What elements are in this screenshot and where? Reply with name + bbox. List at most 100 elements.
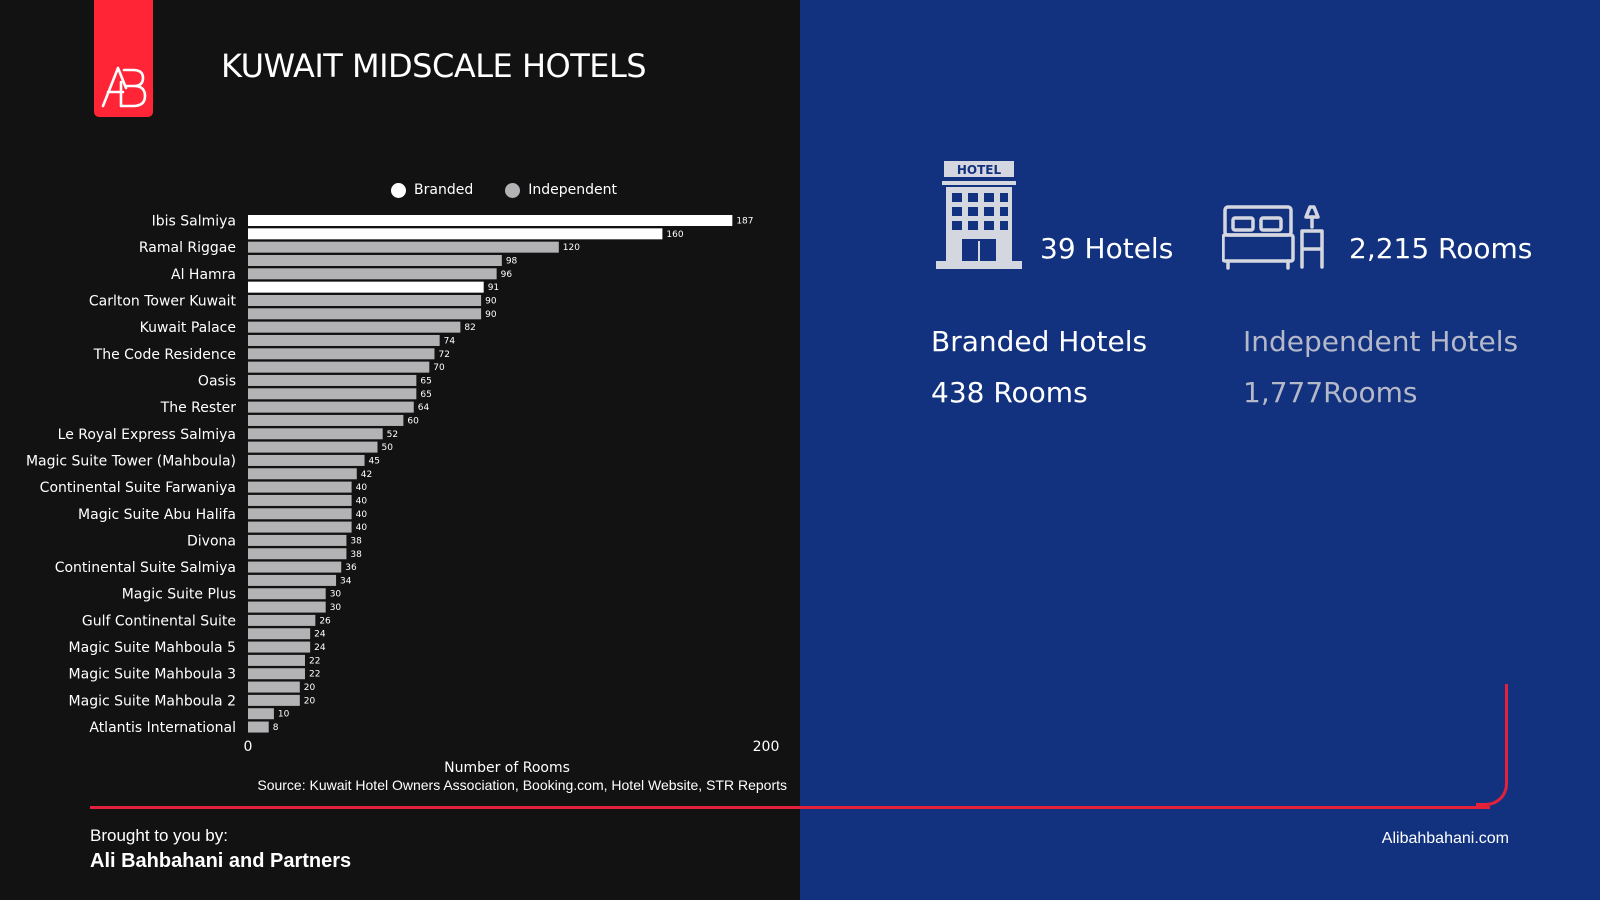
bar xyxy=(248,308,482,320)
bar xyxy=(248,348,435,360)
data-label: 40 xyxy=(356,483,368,493)
data-label: 30 xyxy=(330,603,342,613)
data-label: 40 xyxy=(356,523,368,533)
data-label: 10 xyxy=(278,710,290,720)
category-label: Magic Suite Mahboula 5 xyxy=(69,640,236,656)
bar xyxy=(248,668,305,680)
x-axis-label: Number of Rooms xyxy=(444,760,570,776)
data-label: 72 xyxy=(438,350,449,360)
branded-rooms-value: 438 Rooms xyxy=(931,376,1088,409)
category-label: Magic Suite Mahboula 3 xyxy=(69,667,236,683)
logo xyxy=(94,0,153,117)
total-hotels: 39 Hotels xyxy=(1040,232,1174,265)
bar xyxy=(248,401,414,413)
category-label: Ibis Salmiya xyxy=(152,214,236,230)
bar xyxy=(248,281,484,293)
branded-hotels-label: Branded Hotels xyxy=(931,325,1148,358)
data-label: 50 xyxy=(382,443,394,453)
data-label: 24 xyxy=(314,643,326,653)
bar xyxy=(248,628,311,640)
bar xyxy=(248,254,502,266)
data-label: 82 xyxy=(464,323,475,333)
category-label: The Rester xyxy=(160,400,237,416)
bar xyxy=(248,454,365,466)
bar xyxy=(248,241,559,253)
category-label: Le Royal Express Salmiya xyxy=(58,427,236,443)
bar xyxy=(248,521,352,533)
bed-icon xyxy=(1222,205,1324,270)
bar xyxy=(248,641,311,653)
data-label: 98 xyxy=(506,256,518,266)
data-label: 90 xyxy=(485,310,497,320)
data-label: 38 xyxy=(350,550,362,560)
data-label: 65 xyxy=(420,376,431,386)
bar xyxy=(248,334,440,346)
data-label: 60 xyxy=(407,416,419,426)
data-label: 45 xyxy=(369,456,380,466)
bar xyxy=(248,388,417,400)
category-label: Continental Suite Farwaniya xyxy=(40,480,236,496)
data-label: 52 xyxy=(387,430,398,440)
bar xyxy=(248,654,305,666)
data-label: 40 xyxy=(356,496,368,506)
data-label: 120 xyxy=(563,243,580,253)
independent-hotels-label: Independent Hotels xyxy=(1243,325,1519,358)
data-label: 64 xyxy=(418,403,430,413)
bar xyxy=(248,574,337,586)
data-label: 42 xyxy=(361,470,372,480)
chart-panel xyxy=(0,0,800,900)
data-label: 38 xyxy=(350,536,362,546)
category-label: Carlton Tower Kuwait xyxy=(89,293,237,309)
legend-swatch-branded xyxy=(391,182,406,198)
ab-monogram-icon xyxy=(101,66,147,108)
data-label: 96 xyxy=(501,270,513,280)
x-tick-label: 0 xyxy=(244,739,253,755)
bar xyxy=(248,361,430,373)
category-label: The Code Residence xyxy=(93,347,236,363)
page-title: KUWAIT MIDSCALE HOTELS xyxy=(221,47,647,85)
brought-by-label: Brought to you by: xyxy=(90,826,228,845)
data-label: 36 xyxy=(345,563,357,573)
bar xyxy=(248,588,326,600)
bar xyxy=(248,468,357,480)
category-label: Oasis xyxy=(198,373,236,389)
bar xyxy=(248,215,733,226)
x-tick-label: 200 xyxy=(753,739,780,755)
data-label: 20 xyxy=(304,683,316,693)
website-link[interactable]: Alibahbahani.com xyxy=(1381,830,1509,847)
data-label: 8 xyxy=(273,723,279,733)
data-label: 70 xyxy=(433,363,445,373)
data-label: 187 xyxy=(736,217,753,227)
category-label: Magic Suite Tower (Mahboula) xyxy=(26,453,236,469)
legend-label-independent: Independent xyxy=(528,182,617,198)
category-label: Magic Suite Abu Halifa xyxy=(78,507,236,523)
bar xyxy=(248,601,326,613)
data-label: 30 xyxy=(330,590,342,600)
data-label: 160 xyxy=(666,230,683,240)
category-label: Continental Suite Salmiya xyxy=(55,560,236,576)
data-label: 34 xyxy=(340,576,352,586)
bar xyxy=(248,321,461,333)
data-label: 91 xyxy=(488,283,499,293)
bar xyxy=(248,228,663,240)
data-label: 90 xyxy=(485,296,497,306)
svg-text:HOTEL: HOTEL xyxy=(957,163,1002,177)
data-label: 65 xyxy=(420,390,431,400)
bar xyxy=(248,508,352,520)
bar xyxy=(248,721,269,733)
chart-legend: Branded Independent xyxy=(391,182,649,198)
bar xyxy=(248,494,352,506)
bar xyxy=(248,441,378,453)
bar xyxy=(248,428,383,440)
data-label: 24 xyxy=(314,630,326,640)
bar xyxy=(248,548,347,560)
bar xyxy=(248,708,274,720)
bar xyxy=(248,694,300,706)
data-label: 22 xyxy=(309,656,320,666)
legend-swatch-independent xyxy=(505,182,521,198)
company-name: Ali Bahbahani and Partners xyxy=(90,850,352,872)
category-label: Magic Suite Plus xyxy=(122,587,236,603)
category-label: Ramal Riggae xyxy=(139,240,236,256)
bar xyxy=(248,561,342,573)
bar xyxy=(248,374,417,386)
